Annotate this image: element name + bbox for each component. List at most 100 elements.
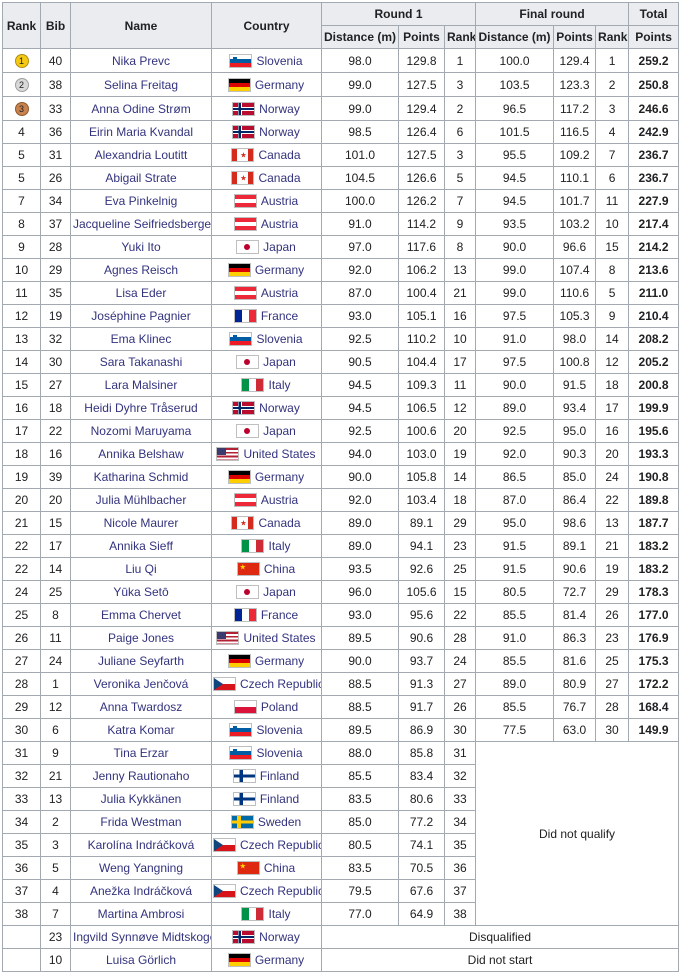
athlete-link[interactable]: Agnes Reisch (103, 263, 179, 277)
final-points-cell: 117.2 (553, 96, 597, 121)
athlete-link[interactable]: Abigail Strate (105, 171, 177, 185)
country-cell: Czech Republic (211, 833, 322, 857)
round1-points-cell: 110.2 (398, 327, 445, 351)
athlete-link[interactable]: Jenny Rautionaho (92, 769, 190, 783)
country-link[interactable]: Czech Republic (240, 838, 322, 852)
country-link[interactable]: Germany (254, 263, 305, 277)
athlete-link[interactable]: Sara Takanashi (99, 355, 183, 369)
athlete-link[interactable]: Paige Jones (107, 631, 175, 645)
country-link[interactable]: Czech Republic (240, 884, 322, 898)
country-link[interactable]: Germany (254, 77, 305, 92)
athlete-link[interactable]: Eirin Maria Kvandal (88, 125, 194, 139)
country-link[interactable]: Austria (260, 217, 299, 231)
final-points-cell: 86.3 (553, 626, 597, 650)
country-link[interactable]: Japan (263, 240, 296, 254)
country-link[interactable]: Sweden (257, 815, 302, 829)
country-link[interactable]: Czech Republic (240, 677, 322, 691)
country-link[interactable]: Slovenia (256, 332, 303, 346)
athlete-link[interactable]: Lara Malsiner (104, 378, 178, 392)
athlete-link[interactable]: Julia Kykkänen (100, 792, 182, 806)
table-row: 35 3 Karolína Indráčková Czech Republic 80.5… (2, 833, 679, 857)
athlete-link[interactable]: Anna Odine Strøm (91, 101, 191, 116)
country-link[interactable]: Japan (263, 585, 296, 599)
final-distance-cell: 96.5 (475, 96, 555, 121)
country-link[interactable]: Finland (259, 792, 300, 806)
athlete-link[interactable]: Eva Pinkelnig (104, 194, 178, 208)
name-cell: Anežka Indráčková (70, 879, 212, 903)
country-link[interactable]: Canada (258, 148, 301, 162)
country-link[interactable]: Germany (254, 470, 305, 484)
athlete-link[interactable]: Juliane Seyfarth (97, 654, 185, 668)
final-rank-cell: 1 (595, 48, 630, 73)
country-cell: Finland (211, 764, 322, 788)
athlete-link[interactable]: Heidi Dyhre Tråserud (84, 401, 198, 415)
table-row: 22 17 Annika Sieff Italy 89.0 94.1 23 91.5 89.1 2… (2, 534, 680, 558)
country-link[interactable]: Japan (263, 424, 296, 438)
country-link[interactable]: Slovenia (256, 746, 303, 760)
athlete-link[interactable]: Annika Sieff (109, 539, 173, 553)
athlete-link[interactable]: Ingvild Synnøve Midtskogen (73, 930, 212, 944)
country-link[interactable]: France (260, 309, 299, 323)
country-link[interactable]: Italy (268, 539, 291, 553)
country-link[interactable]: Slovenia (256, 53, 303, 68)
athlete-link[interactable]: Nika Prevc (111, 53, 170, 68)
country-link[interactable]: Poland (260, 700, 299, 714)
rank-cell: 10 (2, 258, 41, 282)
athlete-link[interactable]: Karolína Indráčková (87, 838, 195, 852)
athlete-link[interactable]: Frida Westman (100, 815, 182, 829)
country-link[interactable]: Canada (258, 171, 301, 185)
athlete-link[interactable]: Julia Mühlbacher (95, 493, 187, 507)
country-link[interactable]: Canada (258, 516, 301, 530)
athlete-link[interactable]: Yuki Ito (121, 240, 161, 254)
name-cell: Nika Prevc (70, 48, 212, 73)
athlete-link[interactable]: Martina Ambrosi (97, 907, 185, 921)
country-link[interactable]: Austria (260, 194, 299, 208)
athlete-link[interactable]: Yūka Setō (113, 585, 169, 599)
country-link[interactable]: Austria (260, 286, 299, 300)
country-link[interactable]: United States (243, 447, 316, 461)
athlete-link[interactable]: Katra Komar (107, 723, 175, 737)
country-link[interactable]: Austria (260, 493, 299, 507)
country-link[interactable]: Japan (263, 355, 296, 369)
country-link[interactable]: Germany (254, 953, 305, 967)
country-link[interactable]: Slovenia (256, 723, 303, 737)
athlete-link[interactable]: Annika Belshaw (98, 447, 184, 461)
table-row: 17 22 Nozomi Maruyama Japan 92.5 100.6 20 92.5 9… (2, 419, 680, 443)
athlete-link[interactable]: Ema Klinec (110, 332, 172, 346)
rank-cell (2, 948, 41, 972)
country-link[interactable]: Italy (268, 907, 291, 921)
athlete-link[interactable]: Anežka Indráčková (89, 884, 193, 898)
country-link[interactable]: China (263, 861, 296, 875)
rank-cell: 29 (2, 695, 41, 719)
country-link[interactable]: France (260, 608, 299, 622)
athlete-link[interactable]: Joséphine Pagnier (91, 309, 191, 323)
athlete-link[interactable]: Anna Twardosz (99, 700, 183, 714)
athlete-link[interactable]: Veronika Jenčová (93, 677, 189, 691)
athlete-link[interactable]: Emma Chervet (100, 608, 182, 622)
table-row: 14 30 Sara Takanashi Japan 90.5 104.4 17 97.5 10… (2, 350, 680, 374)
athlete-link[interactable]: Nozomi Maruyama (90, 424, 192, 438)
country-link[interactable]: Finland (259, 769, 300, 783)
athlete-link[interactable]: Alexandria Loutitt (94, 148, 188, 162)
athlete-link[interactable]: Nicole Maurer (103, 516, 179, 530)
athlete-link[interactable]: Liu Qi (125, 562, 157, 576)
country-link[interactable]: Norway (259, 101, 300, 116)
athlete-link[interactable]: Katharina Schmid (93, 470, 189, 484)
country-link[interactable]: Norway (259, 930, 300, 944)
country-link[interactable]: United States (243, 631, 316, 645)
athlete-link[interactable]: Weng Yangning (98, 861, 184, 875)
round1-rank-cell: 30 (443, 718, 477, 742)
final-points-cell: 98.0 (553, 327, 597, 351)
athlete-link[interactable]: Luisa Görlich (105, 953, 177, 967)
final-rank-cell: 11 (595, 189, 630, 213)
athlete-link[interactable]: Selina Freitag (103, 77, 179, 92)
country-link[interactable]: Italy (268, 378, 291, 392)
country-link[interactable]: Norway (259, 125, 300, 139)
athlete-link[interactable]: Jacqueline Seifriedsberger (73, 217, 212, 231)
athlete-link[interactable]: Lisa Eder (115, 286, 167, 300)
country-link[interactable]: China (263, 562, 296, 576)
athlete-link[interactable]: Tina Erzar (113, 746, 169, 760)
country-link[interactable]: Norway (259, 401, 300, 415)
country-link[interactable]: Germany (254, 654, 305, 668)
round1-rank-cell: 3 (443, 72, 477, 97)
